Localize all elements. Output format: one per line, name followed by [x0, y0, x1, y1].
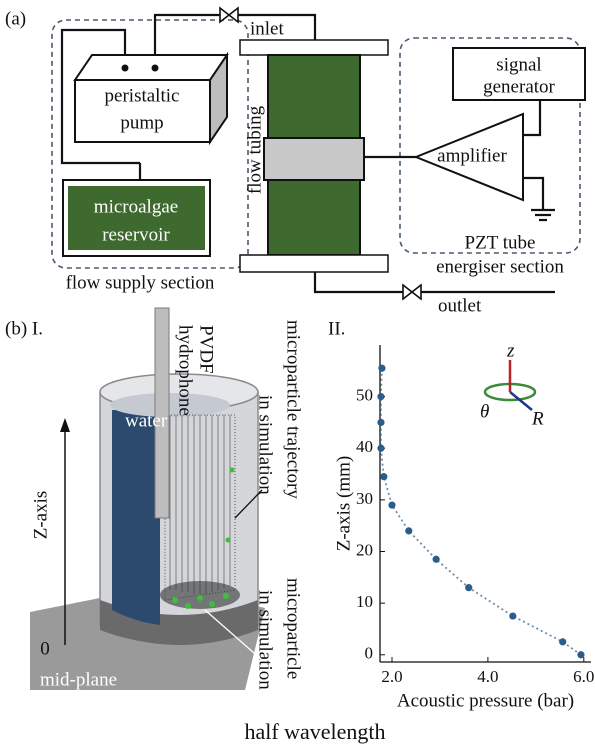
hydrophone-label: hydrophone: [175, 325, 196, 416]
coord-label: R: [531, 408, 544, 429]
chart: II. z θ R 0 10 20 30 40 50 2.0 4.0 6.0 Acoustic p…: [328, 318, 594, 711]
inlet-label: inlet: [250, 18, 284, 39]
coord-label: z: [506, 340, 515, 361]
amplifier-label: amplifier: [437, 145, 507, 166]
point: [405, 527, 412, 534]
z-axis-label: Z-axis: [30, 491, 51, 540]
point: [577, 651, 584, 658]
x-axis-label: Acoustic pressure (bar): [397, 690, 574, 711]
joint: [152, 65, 159, 72]
reservoir-label: reservoir: [102, 224, 170, 245]
point: [465, 584, 472, 591]
point: [433, 556, 440, 563]
trajectory-label: in simulation: [255, 395, 276, 495]
tube-cap: [240, 255, 388, 272]
particle-label: in simulation: [255, 590, 276, 690]
outlet-label: outlet: [438, 295, 482, 316]
generator-label: signal: [496, 54, 541, 75]
point: [509, 612, 516, 619]
y-tick-label: 20: [356, 540, 373, 559]
zero-label: 0: [40, 638, 50, 659]
y-tick-label: 50: [356, 386, 373, 405]
section-label: flow supply section: [66, 272, 215, 293]
point: [378, 365, 385, 372]
y-tick-label: 0: [365, 644, 374, 663]
pzt-tube: [264, 138, 364, 180]
caption: half wavelength: [244, 719, 385, 744]
point: [377, 445, 384, 452]
y-tick-label: 40: [356, 437, 373, 456]
section-label: energiser section: [436, 256, 564, 277]
tube-cap: [240, 40, 388, 55]
water: [112, 410, 160, 625]
point: [377, 419, 384, 426]
x-tick-label: 6.0: [573, 667, 594, 686]
pump-label: peristaltic: [105, 85, 180, 106]
particle-label: microparticle: [283, 578, 304, 679]
section-label: PZT tube: [465, 232, 536, 253]
joint: [122, 65, 129, 72]
panel-label: (a): [5, 8, 26, 29]
pump-top: [75, 55, 227, 80]
wire: [523, 100, 555, 220]
point: [559, 638, 566, 645]
hydrophone-label: PVDF: [196, 325, 217, 374]
point: [380, 473, 387, 480]
panel-label: II.: [328, 318, 345, 339]
point: [377, 393, 384, 400]
mid-plane-label: mid-plane: [40, 669, 117, 690]
point: [388, 501, 395, 508]
panel-a: peristaltic pump microalgae reservoir fl…: [5, 8, 585, 316]
valve: [403, 285, 421, 299]
x-tick-label: 2.0: [381, 667, 402, 686]
reservoir-label: microalgae: [94, 196, 178, 217]
z-arrowhead: [60, 418, 70, 432]
figure: peristaltic pump microalgae reservoir fl…: [0, 0, 595, 747]
y-axis-label: Z-axis (mm): [333, 456, 354, 552]
coord-label: θ: [480, 401, 489, 422]
y-tick-label: 30: [356, 489, 373, 508]
pump-label: pump: [120, 112, 163, 133]
panel-b1: (b) I. water Z-axis 0 mid-plane PVDF hyd…: [5, 308, 386, 744]
trajectory-label: microparticle trajectory: [283, 320, 304, 499]
tube-label: flow tubing: [244, 105, 265, 194]
water-label: water: [125, 410, 168, 431]
panel-label: (b) I.: [5, 318, 43, 339]
generator-label: generator: [483, 76, 555, 97]
x-tick-label: 4.0: [477, 667, 498, 686]
y-tick-label: 10: [356, 592, 373, 611]
